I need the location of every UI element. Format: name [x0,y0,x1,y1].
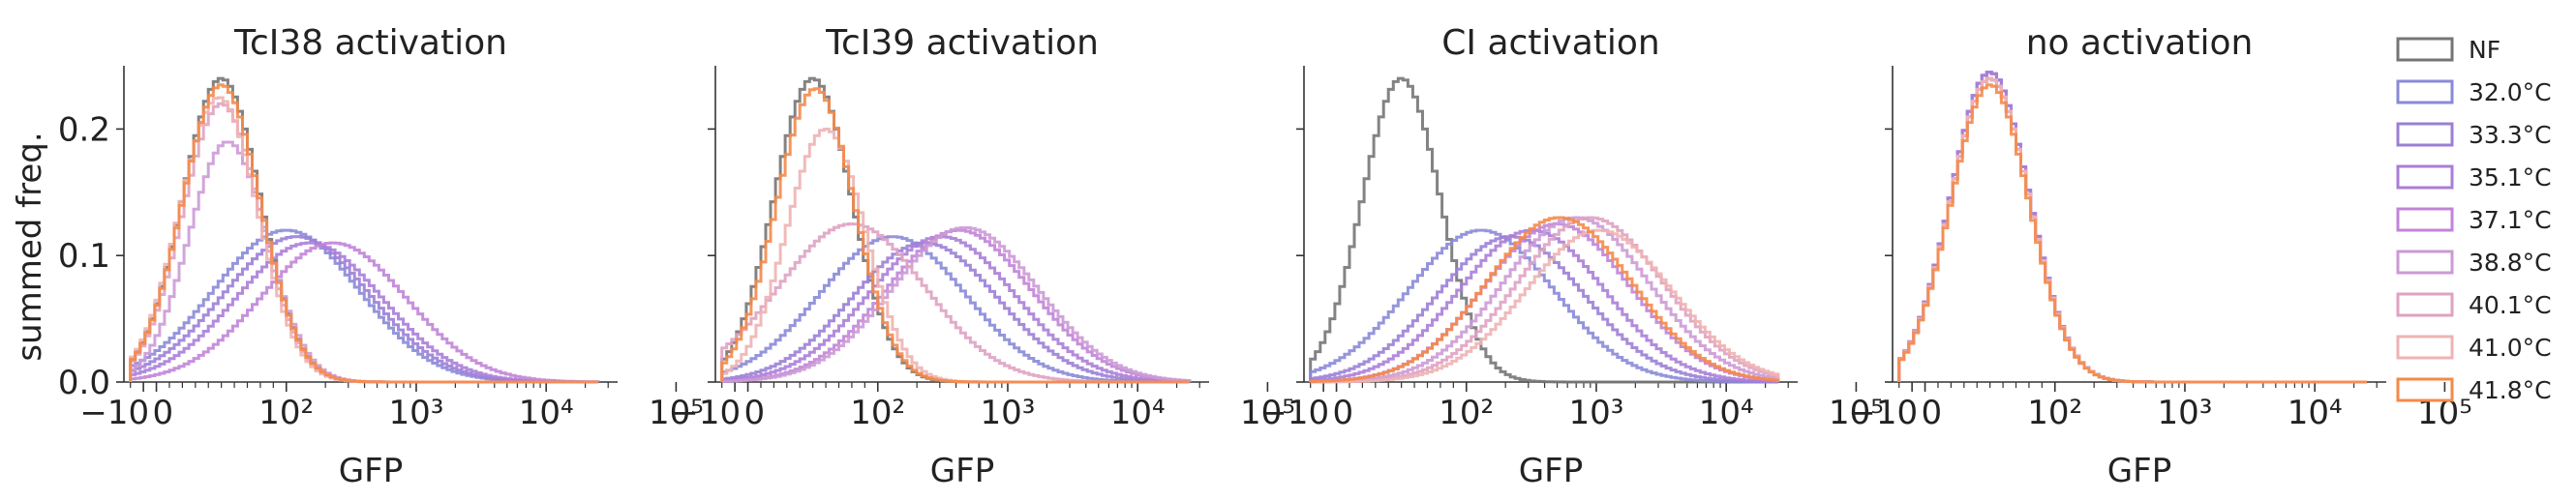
legend-swatch [2396,250,2454,275]
legend-label: 35.1°C [2469,163,2552,192]
histogram-series [720,222,1190,384]
x-tick-label: 10³ [1569,394,1624,432]
x-tick-label: 10³ [389,394,444,432]
panel-title: TcI38 activation [233,23,507,63]
histogram-series [129,241,600,384]
legend-swatch [2396,79,2454,104]
x-tick-label: 10⁵ [1829,394,1884,432]
histogram-series [1309,216,1780,383]
legend-swatch [2396,207,2454,232]
histogram-series [1897,83,2367,384]
panel-title: TcI39 activation [825,23,1099,63]
x-tick-label: 10³ [981,394,1036,432]
histogram-series [129,102,598,384]
y-tick-label: 0.0 [58,364,110,402]
x-axis-label: GFP [2107,452,2171,490]
legend-label: 38.8°C [2469,249,2552,277]
legend-item: 40.1°C [2396,291,2552,319]
histogram-series [720,226,1192,383]
legend-swatch [2396,37,2454,62]
x-tick-label: 10⁴ [519,394,574,432]
panel-3: CI activation −10 0 10² 10³ 10⁴ 10⁵ GFP [1259,23,1883,490]
x-tick-label: 10⁴ [1699,394,1754,432]
legend-swatch [2396,164,2454,190]
histogram-series [1309,216,1780,384]
legend-item: 38.8°C [2396,249,2552,277]
x-tick-label: −10 [671,394,741,432]
y-tick-label: 0.2 [58,110,110,149]
y-axis-label: summed freq. [11,132,49,361]
x-tick-label: 10³ [2158,394,2213,432]
x-tick-label: 10² [850,394,905,432]
histogram-series [129,140,598,384]
x-axis-label: GFP [930,452,994,490]
x-tick-label: 0 [153,394,174,432]
histogram-series [1897,76,2367,384]
histogram-series [1309,228,1778,384]
x-tick-label: 10⁴ [1110,394,1166,432]
histogram-series [129,241,600,384]
x-axis-label: GFP [339,452,403,490]
panel-1: TcI38 activation 0.0 0.1 0.2 −10 0 10² 10³ 10⁴ 10… [58,23,704,490]
x-tick-label: −10 [79,394,149,432]
histogram-series [720,235,1190,384]
histogram-series [1897,76,2367,384]
panel-2: TcI39 activation −10 0 10² 10³ 10⁴ 10⁵ GFP [671,23,1294,490]
x-tick-label: −10 [1259,394,1329,432]
x-tick-label: 10² [2027,394,2082,432]
panel-title: CI activation [1441,23,1660,63]
x-tick-label: 10² [258,394,314,432]
legend: NF 32.0°C 33.3°C 35.1°C 37.1°C 38.8°C 40.1°C 41… [2396,36,2552,404]
histogram-series [1897,71,2367,384]
legend-swatch [2396,377,2454,402]
histogram-series [1897,71,2367,384]
legend-item: 41.0°C [2396,334,2552,362]
legend-item: NF [2396,36,2500,64]
histogram-series [1897,71,2367,384]
histogram-series [1897,76,2367,384]
histogram-series [129,83,598,384]
legend-item: 41.8°C [2396,376,2552,404]
histogram-series [1897,76,2367,384]
legend-item: 37.1°C [2396,206,2552,234]
legend-swatch [2396,122,2454,147]
legend-label: 41.0°C [2469,334,2552,362]
legend-label: 32.0°C [2469,78,2552,106]
x-tick-label: 0 [1333,394,1354,432]
histogram-series [1309,216,1780,384]
x-tick-label: 10⁵ [1240,394,1295,432]
x-tick-label: −10 [1848,394,1918,432]
x-tick-label: 10⁵ [649,394,704,432]
x-axis-label: GFP [1519,452,1583,490]
histogram-series [1897,76,2367,384]
legend-label: 40.1°C [2469,291,2552,319]
y-tick-label: 0.1 [58,237,110,276]
x-tick-label: 0 [744,394,766,432]
legend-swatch [2396,335,2454,360]
histogram-series [720,87,1190,384]
legend-item: 32.0°C [2396,78,2552,106]
histogram-series [129,235,598,384]
legend-label: 37.1°C [2469,206,2552,234]
histogram-series [1309,228,1780,384]
x-tick-label: 0 [1922,394,1943,432]
panel-title: no activation [2026,23,2254,63]
x-tick-label: 10² [1439,394,1494,432]
histogram-series [720,235,1192,383]
legend-item: 33.3°C [2396,121,2552,149]
legend-label: 41.8°C [2469,376,2552,404]
legend-item: 35.1°C [2396,163,2552,192]
legend-swatch [2396,292,2454,317]
legend-label: NF [2469,36,2500,64]
legend-label: 33.3°C [2469,121,2552,149]
x-tick-label: 10⁴ [2288,394,2343,432]
histogram-series [1309,76,1778,384]
histogram-series [720,241,1192,384]
